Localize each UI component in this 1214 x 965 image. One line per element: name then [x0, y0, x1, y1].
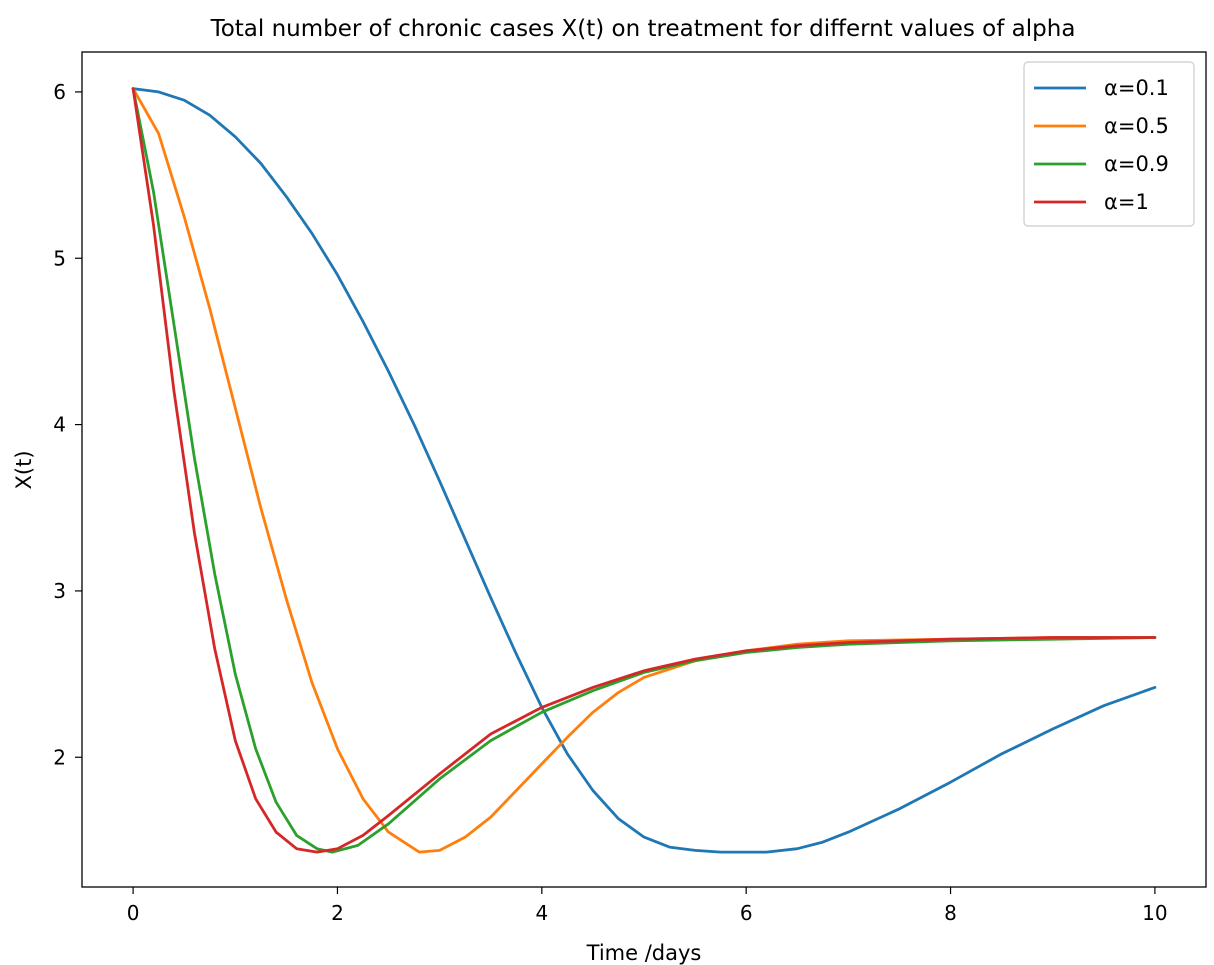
- chart-title: Total number of chronic cases X(t) on tr…: [210, 16, 1076, 42]
- x-tick-label: 8: [944, 901, 957, 925]
- plot-area-frame: [81, 51, 1207, 888]
- y-tick-label: 5: [53, 246, 66, 270]
- legend-box: [1023, 61, 1195, 227]
- x-tick-label: 10: [1142, 901, 1167, 925]
- series-line-3: [131, 87, 1157, 854]
- x-axis: 0 2 4 6 8 10: [127, 887, 1168, 925]
- legend-label-3: α=1: [1104, 190, 1149, 214]
- x-tick-label: 4: [535, 901, 548, 925]
- y-tick-label: 2: [53, 745, 66, 769]
- legend-label-2: α=0.9: [1104, 152, 1169, 176]
- legend-label-0: α=0.1: [1104, 76, 1169, 100]
- y-axis: 2 3 4 5 6: [53, 80, 82, 769]
- y-tick-label: 6: [53, 80, 66, 104]
- x-tick-label: 0: [127, 901, 140, 925]
- x-tick-label: 6: [740, 901, 753, 925]
- y-tick-label: 4: [53, 413, 66, 437]
- series-line-1: [131, 87, 1157, 854]
- series-line-0: [131, 87, 1157, 854]
- y-axis-label: X(t): [12, 450, 36, 489]
- x-tick-label: 2: [331, 901, 344, 925]
- y-tick-label: 3: [53, 579, 66, 603]
- legend: α=0.1 α=0.5 α=0.9 α=1: [1023, 61, 1195, 227]
- legend-label-1: α=0.5: [1104, 114, 1169, 138]
- series-line-2: [131, 87, 1157, 854]
- x-axis-label: Time /days: [586, 941, 702, 965]
